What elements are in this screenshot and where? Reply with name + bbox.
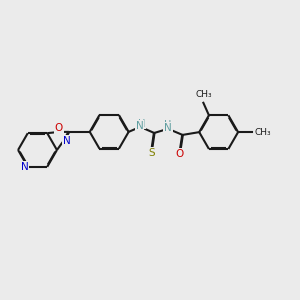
Text: H: H — [138, 118, 146, 128]
Text: N: N — [21, 162, 28, 172]
Text: H: H — [164, 121, 172, 130]
Text: S: S — [148, 148, 155, 158]
Text: O: O — [176, 148, 184, 158]
Text: CH₃: CH₃ — [195, 91, 212, 100]
Text: N: N — [136, 121, 144, 131]
Text: N: N — [63, 136, 71, 146]
Text: N: N — [164, 123, 172, 133]
Text: CH₃: CH₃ — [254, 128, 271, 136]
Text: O: O — [55, 123, 63, 133]
